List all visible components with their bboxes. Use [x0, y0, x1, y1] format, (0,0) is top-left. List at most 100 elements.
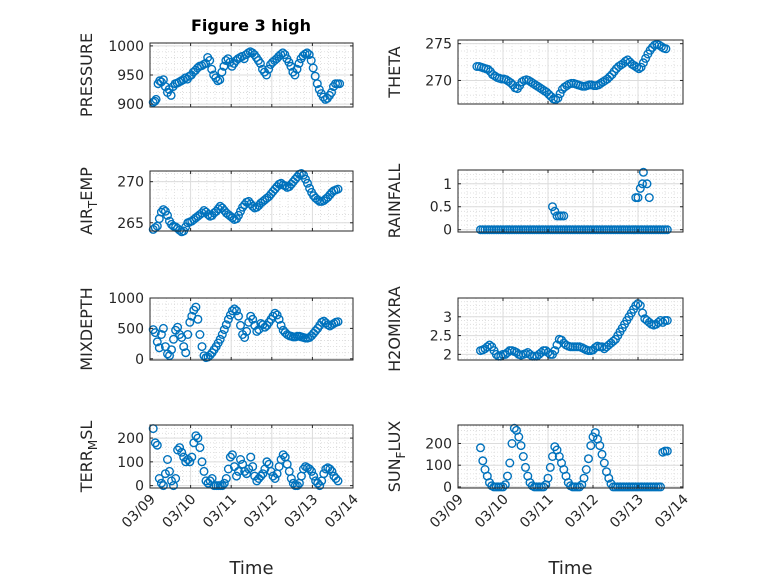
pressure-point	[335, 79, 345, 89]
sun-flux-ytick-label: 0	[443, 480, 452, 496]
air-temp-point	[213, 204, 223, 214]
terr-msl-point	[246, 452, 256, 462]
terr-msl-point	[256, 471, 266, 481]
h2omixra-axes-frame	[457, 297, 684, 361]
mixdepth-point	[158, 323, 168, 333]
air-temp-axes-frame	[149, 170, 354, 232]
terr-msl-ytick-label: 100	[117, 455, 144, 471]
mixdepth-point	[193, 314, 203, 324]
terr-msl-point	[221, 474, 231, 484]
h2omixra-point	[656, 316, 666, 326]
terr-msl-point	[235, 455, 245, 465]
pressure-ylabel: PRESSURE	[77, 33, 96, 117]
mixdepth-point	[150, 328, 160, 338]
pressure-point	[255, 58, 265, 68]
air-temp-point	[303, 178, 313, 188]
subplot-air-temp: 265 270 AIRTEMP	[77, 167, 354, 237]
theta-point	[544, 89, 554, 99]
sun-flux-point	[543, 473, 553, 483]
mixdepth-point	[270, 308, 280, 318]
theta-point	[533, 81, 543, 91]
mixdepth-series	[148, 302, 343, 363]
pressure-point	[292, 64, 302, 74]
theta-point	[656, 42, 666, 52]
pressure-point	[290, 70, 300, 80]
sun-flux-point	[505, 458, 515, 468]
theta-point	[638, 58, 648, 68]
sun-flux-point	[595, 441, 605, 451]
mixdepth-point	[252, 326, 262, 336]
subplot-theta: 270 275 THETA	[385, 37, 684, 105]
air-temp-ylabel: AIRTEMP	[77, 167, 100, 235]
terr-msl-point	[262, 457, 272, 467]
terr-msl-point	[270, 474, 280, 484]
pressure-point	[148, 97, 158, 107]
rainfall-minor-grid	[458, 170, 683, 232]
terr-msl-axes-frame	[149, 424, 354, 489]
sun-flux-point	[586, 441, 596, 451]
sun-flux-point	[516, 441, 526, 451]
sun-flux-point	[498, 482, 508, 492]
theta-point	[506, 78, 516, 88]
mixdepth-point	[248, 314, 258, 324]
sun-flux-point	[599, 458, 609, 468]
rainfall-point	[635, 183, 645, 193]
terr-msl-point	[158, 481, 168, 491]
rainfall-point	[642, 179, 652, 189]
air-temp-ytick-label: 265	[117, 216, 144, 232]
rainfall-point	[548, 202, 558, 212]
rainfall-series	[476, 167, 672, 235]
terr-msl-point	[258, 469, 268, 479]
terr-msl-point	[154, 474, 164, 484]
terr-msl-point	[171, 474, 181, 484]
theta-point	[598, 77, 608, 87]
terr-msl-point	[164, 466, 174, 476]
terr-msl-point	[219, 478, 229, 488]
sun-flux-point	[575, 482, 585, 492]
sun-flux-point	[581, 465, 591, 475]
terr-msl-point	[327, 466, 337, 476]
theta-ytick-label: 275	[425, 37, 452, 53]
h2omixra-point	[485, 340, 495, 350]
sun-flux-point	[545, 462, 555, 472]
h2omixra-point	[631, 301, 641, 311]
mixdepth-point	[333, 317, 343, 327]
terr-msl-series	[148, 424, 343, 491]
mixdepth-point	[323, 320, 333, 330]
terr-msl-point	[319, 469, 329, 479]
rainfall-point	[638, 167, 648, 177]
mixdepth-point	[223, 314, 233, 324]
h2omixra-point	[658, 317, 668, 327]
sun-flux-point	[548, 452, 558, 462]
pressure-point	[304, 50, 314, 60]
mixdepth-point	[156, 330, 166, 340]
mixdepth-point	[215, 334, 225, 344]
sun-flux-series	[476, 423, 672, 492]
pressure-ytick-label: 950	[117, 68, 144, 84]
pressure-point	[205, 56, 215, 66]
figure-title: Figure 3 high	[191, 16, 311, 35]
theta-point	[526, 77, 536, 87]
theta-point	[528, 78, 538, 88]
mixdepth-axes-frame	[149, 297, 354, 361]
terr-msl-point	[309, 471, 319, 481]
mixdepth-ylabel: MIXDEPTH	[77, 287, 96, 370]
h2omixra-ytick-label: 2	[443, 347, 452, 363]
mixdepth-point	[235, 320, 245, 330]
rainfall-ylabel: RAINFALL	[385, 164, 404, 239]
theta-ylabel: THETA	[385, 46, 404, 98]
theta-point	[501, 75, 511, 85]
pressure-point	[318, 92, 328, 102]
mixdepth-point	[168, 334, 178, 344]
terr-msl-point	[333, 476, 343, 486]
sun-flux-point	[521, 462, 531, 472]
mixdepth-point	[240, 333, 250, 343]
theta-point	[530, 80, 540, 90]
sun-flux-point	[476, 443, 486, 453]
rainfall-ytick-label: 0.5	[430, 200, 452, 216]
terr-msl-point	[233, 466, 243, 476]
rainfall-point	[633, 193, 643, 203]
theta-point	[555, 89, 565, 99]
subplot-pressure: 900 950 1000 PRESSURE	[77, 33, 354, 117]
terr-msl-point	[193, 433, 203, 443]
